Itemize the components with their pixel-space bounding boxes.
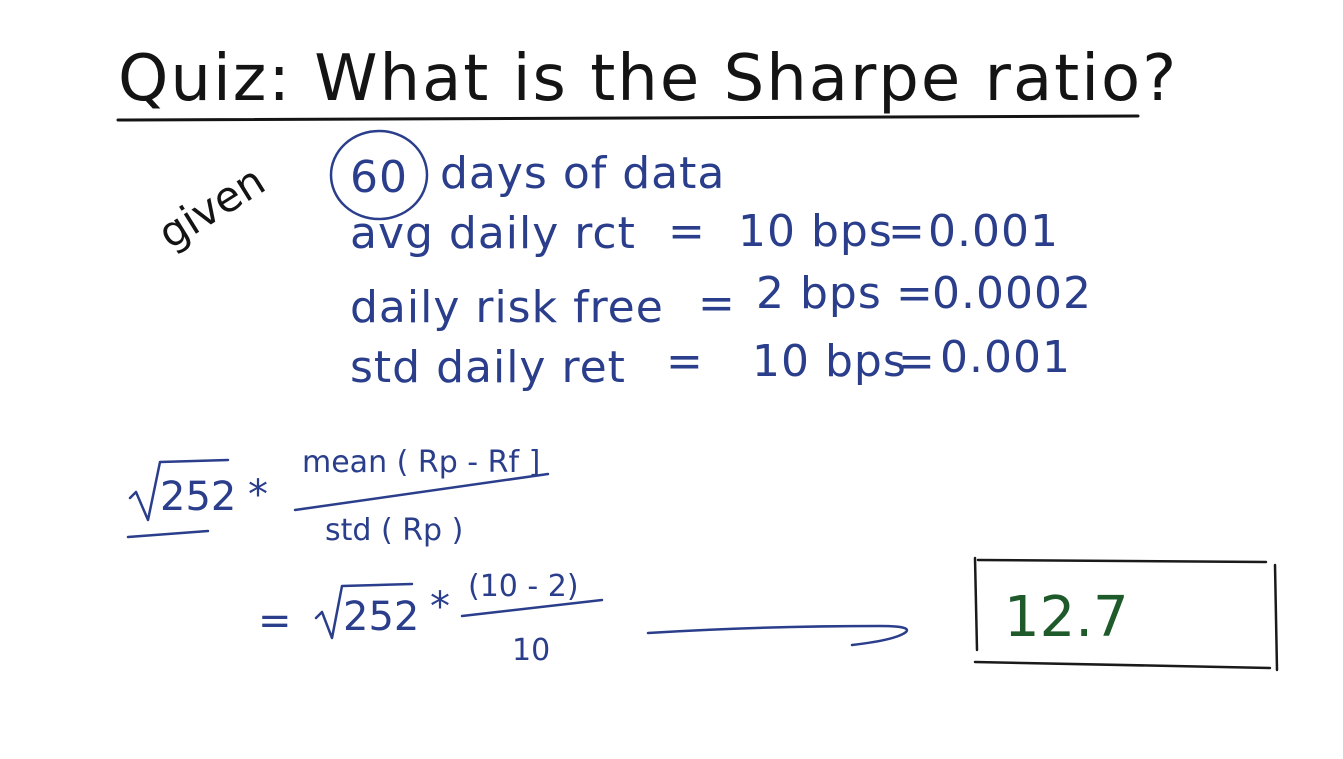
formula-fraction-bar <box>293 472 550 512</box>
computation-fraction-bar <box>460 598 604 618</box>
formula-denominator: std ( Rp ) <box>325 513 463 548</box>
std-equals: = <box>666 336 704 387</box>
answer-box-bottom <box>973 660 1272 670</box>
rf-value: 0.0002 <box>932 268 1092 319</box>
given-label: given <box>149 156 273 259</box>
quiz-title: Quiz: What is the Sharpe ratio? <box>118 42 1178 116</box>
days-text: days of data <box>440 148 725 199</box>
formula-sqrt-sign <box>128 458 230 522</box>
rf-equals-2: = <box>896 268 934 319</box>
title-underline <box>116 114 1140 122</box>
std-label: std daily ret <box>350 342 626 393</box>
answer-box-top <box>976 558 1268 564</box>
computation-denominator: 10 <box>512 633 550 668</box>
rf-bps: 2 bps <box>756 268 882 319</box>
arrow-to-answer <box>646 624 909 647</box>
std-bps: 10 bps <box>752 336 907 387</box>
answer-box-left <box>973 556 979 652</box>
formula-sqrt-value: 252 <box>160 474 236 520</box>
formula-numerator: mean ( Rp - Rf ] <box>302 445 540 480</box>
computation-sqrt-sign <box>314 582 414 640</box>
std-value: 0.001 <box>940 332 1071 383</box>
computation-numerator: (10 - 2) <box>468 569 579 604</box>
rf-equals: = <box>698 278 736 329</box>
days-number: 60 <box>350 152 408 203</box>
avg-equals: = <box>668 206 706 257</box>
rf-label: daily risk free <box>350 282 664 333</box>
avg-bps: 10 bps <box>738 206 893 257</box>
computation-equals: = <box>258 598 292 644</box>
avg-value: 0.001 <box>928 206 1059 257</box>
std-equals-2: = <box>898 336 936 387</box>
answer-value: 12.7 <box>1004 585 1129 650</box>
computation-times: * <box>430 584 450 630</box>
avg-label: avg daily rct <box>350 208 636 259</box>
answer-box-right <box>1273 563 1279 672</box>
avg-equals-2: = <box>888 206 926 257</box>
formula-underline <box>126 529 210 539</box>
computation-sqrt-value: 252 <box>343 594 419 640</box>
formula-times: * <box>248 472 268 518</box>
circled-number <box>329 129 429 221</box>
